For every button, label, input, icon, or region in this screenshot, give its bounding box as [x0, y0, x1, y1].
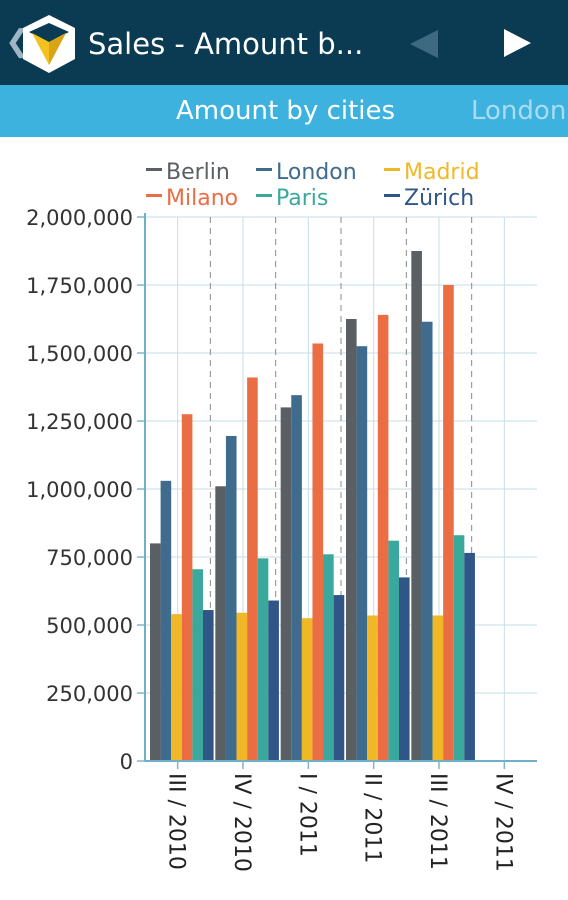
y-tick-label: 250,000	[46, 682, 133, 706]
tab-london[interactable]: London	[471, 96, 567, 126]
bar	[411, 251, 422, 761]
bar	[388, 540, 399, 761]
bar	[356, 346, 368, 761]
x-tick-label: IV / 2010	[229, 773, 254, 872]
legend-swatch	[256, 194, 272, 197]
bar	[323, 554, 334, 761]
app-logo-icon[interactable]	[18, 13, 80, 75]
bar	[192, 569, 203, 761]
x-tick-label: III / 2010	[164, 773, 189, 870]
bar	[247, 377, 258, 761]
bar	[181, 414, 193, 761]
bar	[257, 558, 269, 761]
bar	[150, 543, 161, 761]
bar	[225, 435, 237, 761]
legend-label: Zürich	[404, 186, 474, 211]
bar	[367, 615, 378, 761]
bar	[268, 600, 279, 761]
x-tick-label: I / 2011	[294, 773, 319, 857]
legend-label: Madrid	[404, 160, 480, 185]
bar	[312, 343, 324, 761]
bar	[236, 612, 248, 761]
bar	[346, 319, 357, 761]
play-left-icon[interactable]	[406, 28, 440, 60]
legend-swatch	[384, 194, 400, 197]
bar	[291, 395, 302, 761]
legend-label: Milano	[166, 186, 238, 211]
y-tick-label: 1,750,000	[26, 274, 133, 298]
bar	[333, 595, 345, 761]
x-tick-label: III / 2011	[425, 773, 450, 870]
legend-label: London	[276, 160, 357, 185]
legend-swatch	[256, 168, 272, 171]
legend-label: Berlin	[166, 160, 230, 185]
legend-swatch	[384, 168, 400, 171]
bar	[171, 614, 182, 761]
y-tick-label: 0	[120, 750, 133, 774]
x-tick-label: II / 2011	[360, 773, 385, 863]
bar	[203, 610, 214, 761]
bar	[399, 577, 410, 761]
bar	[215, 486, 226, 761]
bar-chart: 0 250,000 500,000 750,000 1,000,000 1,250,000…	[26, 160, 537, 872]
bar	[432, 615, 444, 761]
legend-swatch	[146, 168, 162, 171]
legend-swatch	[146, 194, 162, 197]
y-tick-label: 500,000	[46, 614, 133, 638]
bar	[421, 321, 433, 761]
y-tick-label: 2,000,000	[26, 206, 133, 230]
y-tick-label: 1,500,000	[26, 342, 133, 366]
x-tick-label: IV / 2011	[490, 773, 515, 872]
legend-label: Paris	[276, 186, 328, 211]
bar	[464, 552, 475, 761]
y-tick-label: 1,250,000	[26, 410, 133, 434]
bar	[377, 314, 389, 761]
app-title: Sales - Amount b...	[88, 27, 364, 61]
tab-amount-by-cities[interactable]: Amount by cities	[176, 96, 396, 126]
play-right-icon[interactable]	[500, 26, 534, 60]
app-bar: ❮ Sales - Amount b...	[0, 0, 568, 85]
y-tick-label: 750,000	[46, 546, 133, 570]
bar	[453, 535, 465, 761]
bar	[301, 618, 313, 761]
y-tick-label: 1,000,000	[26, 478, 133, 502]
tab-bar: Amount by cities London	[0, 85, 568, 137]
bar	[160, 480, 172, 761]
bar	[443, 285, 454, 761]
bar	[280, 407, 292, 761]
